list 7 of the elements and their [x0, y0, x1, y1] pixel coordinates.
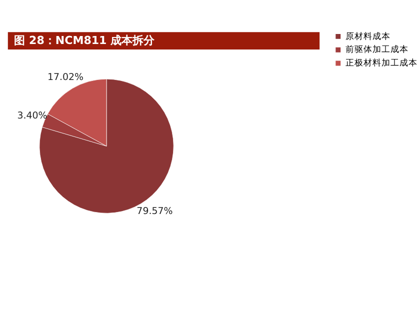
- data-label: 17.02%: [47, 72, 84, 84]
- legend-label: 原材料成本: [346, 30, 391, 42]
- data-label: 79.57%: [136, 206, 173, 217]
- data-label: 3.40%: [17, 110, 48, 122]
- legend-label: 前驱体加工成本: [346, 44, 409, 56]
- legend-label: 正极材料加工成本: [346, 58, 418, 69]
- chart-title: 图 28：NCM811 成本拆分: [14, 34, 156, 47]
